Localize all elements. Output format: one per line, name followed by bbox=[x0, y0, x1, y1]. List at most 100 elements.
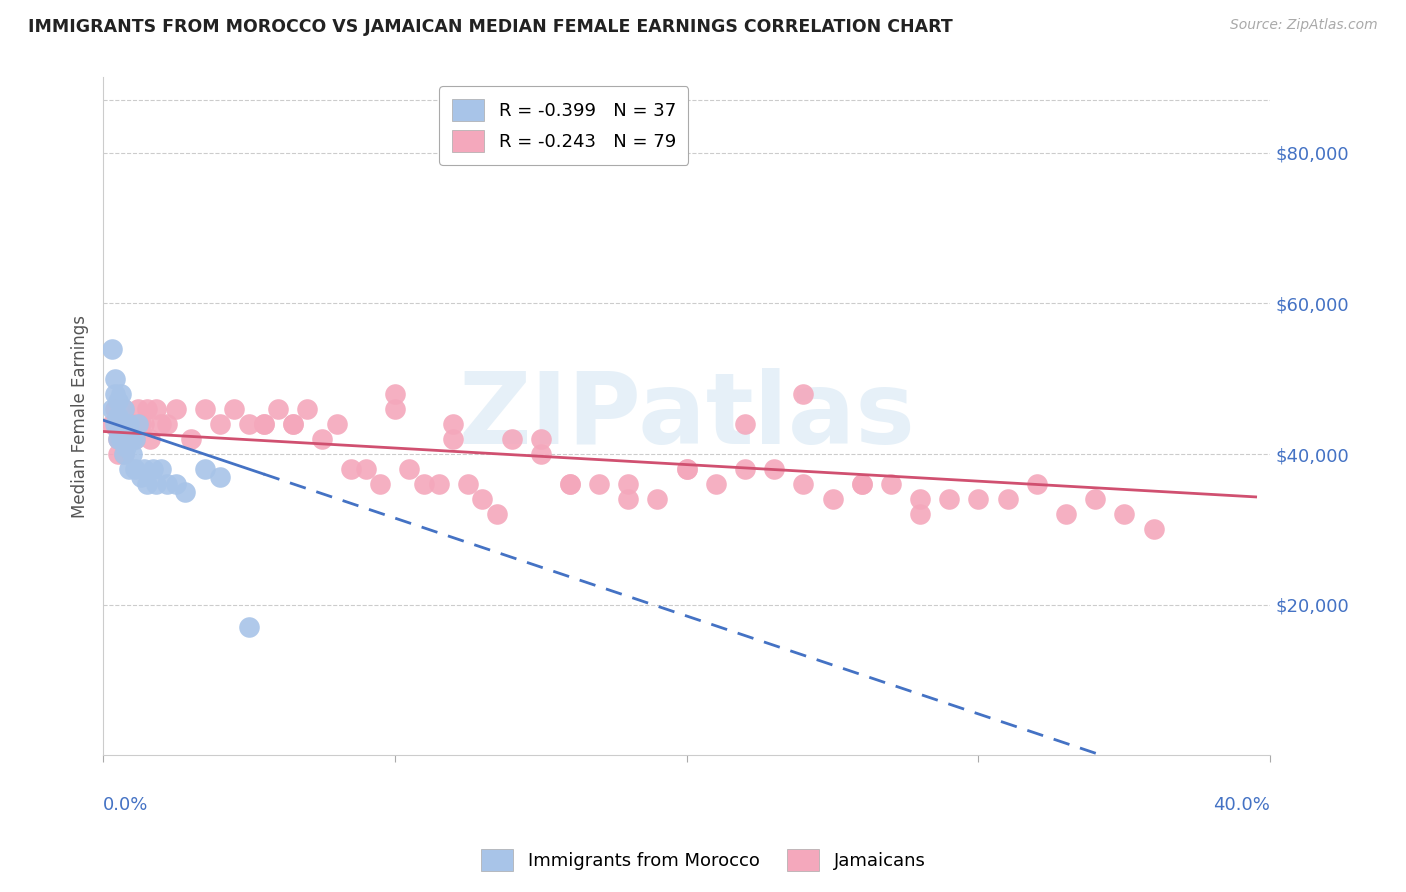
Point bbox=[208, 417, 231, 431]
Point bbox=[107, 432, 129, 446]
Point bbox=[675, 462, 697, 476]
Point bbox=[107, 394, 129, 409]
Point bbox=[118, 417, 141, 431]
Point bbox=[792, 477, 814, 491]
Point bbox=[112, 401, 135, 416]
Point bbox=[165, 477, 187, 491]
Point bbox=[129, 417, 152, 431]
Point bbox=[156, 417, 179, 431]
Point bbox=[150, 417, 173, 431]
Point bbox=[588, 477, 610, 491]
Point bbox=[101, 417, 124, 431]
Point bbox=[1054, 508, 1077, 522]
Point bbox=[792, 386, 814, 401]
Point bbox=[124, 462, 146, 476]
Point bbox=[967, 492, 990, 507]
Point bbox=[107, 447, 129, 461]
Point bbox=[530, 432, 553, 446]
Point bbox=[441, 432, 464, 446]
Point bbox=[457, 477, 479, 491]
Point bbox=[118, 432, 141, 446]
Point bbox=[851, 477, 873, 491]
Point bbox=[115, 432, 138, 446]
Point bbox=[1025, 477, 1047, 491]
Point bbox=[107, 425, 129, 439]
Point bbox=[997, 492, 1019, 507]
Point bbox=[129, 469, 152, 483]
Point bbox=[224, 401, 246, 416]
Point bbox=[112, 401, 135, 416]
Point bbox=[135, 401, 157, 416]
Point bbox=[110, 417, 132, 431]
Point bbox=[413, 477, 436, 491]
Text: Source: ZipAtlas.com: Source: ZipAtlas.com bbox=[1230, 18, 1378, 32]
Legend: R = -0.399   N = 37, R = -0.243   N = 79: R = -0.399 N = 37, R = -0.243 N = 79 bbox=[439, 87, 689, 165]
Point bbox=[267, 401, 290, 416]
Point bbox=[1084, 492, 1107, 507]
Point bbox=[908, 492, 931, 507]
Point bbox=[110, 432, 132, 446]
Point bbox=[173, 484, 195, 499]
Point bbox=[132, 417, 155, 431]
Point bbox=[734, 417, 756, 431]
Point bbox=[110, 432, 132, 446]
Point bbox=[139, 432, 162, 446]
Point bbox=[427, 477, 450, 491]
Point bbox=[851, 477, 873, 491]
Point bbox=[104, 417, 127, 431]
Point bbox=[471, 492, 494, 507]
Point bbox=[112, 417, 135, 431]
Point bbox=[281, 417, 304, 431]
Point bbox=[354, 462, 377, 476]
Point bbox=[734, 462, 756, 476]
Point bbox=[384, 401, 406, 416]
Point bbox=[101, 342, 124, 356]
Point bbox=[501, 432, 523, 446]
Point bbox=[112, 447, 135, 461]
Point bbox=[558, 477, 581, 491]
Point bbox=[880, 477, 903, 491]
Point bbox=[384, 386, 406, 401]
Point bbox=[127, 417, 149, 431]
Point bbox=[238, 417, 260, 431]
Point bbox=[647, 492, 669, 507]
Point bbox=[121, 447, 143, 461]
Point bbox=[1142, 522, 1164, 536]
Point bbox=[124, 432, 146, 446]
Point bbox=[115, 425, 138, 439]
Point bbox=[208, 469, 231, 483]
Point bbox=[142, 462, 165, 476]
Point bbox=[107, 432, 129, 446]
Legend: Immigrants from Morocco, Jamaicans: Immigrants from Morocco, Jamaicans bbox=[474, 842, 932, 879]
Point bbox=[297, 401, 319, 416]
Point bbox=[252, 417, 274, 431]
Point bbox=[104, 386, 127, 401]
Point bbox=[127, 401, 149, 416]
Point bbox=[180, 432, 202, 446]
Point bbox=[115, 417, 138, 431]
Point bbox=[908, 508, 931, 522]
Point bbox=[311, 432, 333, 446]
Point bbox=[821, 492, 844, 507]
Point bbox=[121, 417, 143, 431]
Point bbox=[558, 477, 581, 491]
Point bbox=[194, 462, 217, 476]
Point bbox=[325, 417, 347, 431]
Point bbox=[118, 462, 141, 476]
Point bbox=[938, 492, 960, 507]
Point bbox=[252, 417, 274, 431]
Text: IMMIGRANTS FROM MOROCCO VS JAMAICAN MEDIAN FEMALE EARNINGS CORRELATION CHART: IMMIGRANTS FROM MOROCCO VS JAMAICAN MEDI… bbox=[28, 18, 953, 36]
Point bbox=[112, 447, 135, 461]
Point bbox=[238, 620, 260, 634]
Point bbox=[107, 409, 129, 424]
Y-axis label: Median Female Earnings: Median Female Earnings bbox=[72, 315, 89, 518]
Point bbox=[675, 462, 697, 476]
Point bbox=[617, 477, 640, 491]
Point bbox=[1114, 508, 1136, 522]
Point bbox=[132, 462, 155, 476]
Point bbox=[104, 372, 127, 386]
Point bbox=[763, 462, 786, 476]
Point bbox=[145, 477, 167, 491]
Point bbox=[156, 477, 179, 491]
Point bbox=[617, 492, 640, 507]
